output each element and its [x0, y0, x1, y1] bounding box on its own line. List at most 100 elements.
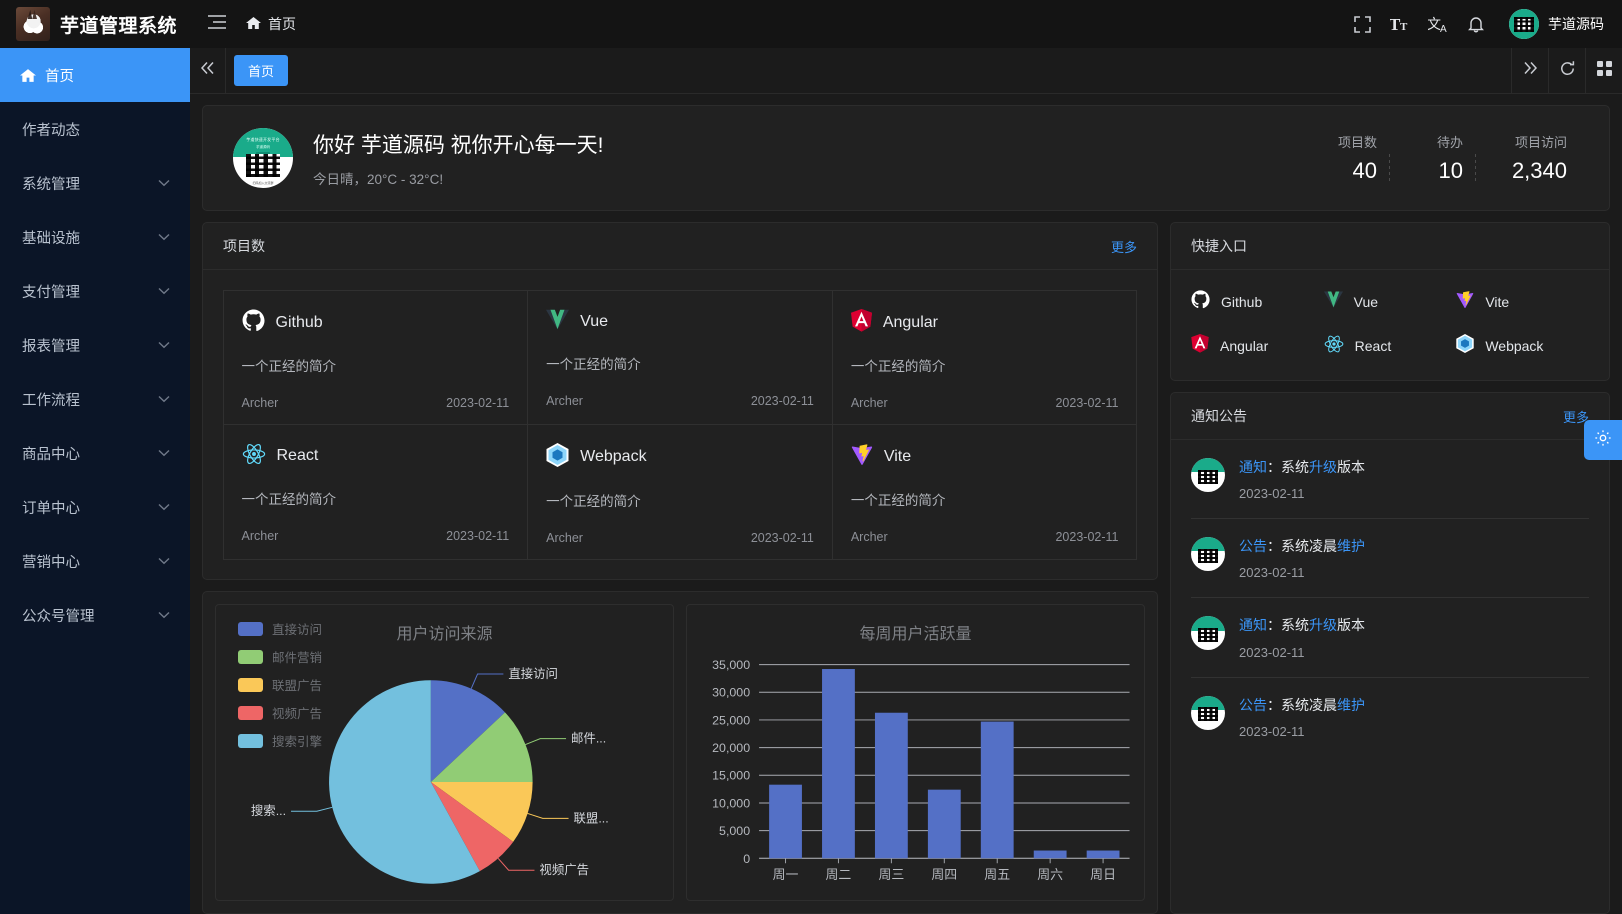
pie-slice-label: 视频广告 — [539, 862, 589, 877]
sidebar-item-system-management[interactable]: 系统管理 — [0, 156, 190, 210]
project-card-angular[interactable]: Angular 一个正经的简介 Archer 2023-02-11 — [831, 289, 1138, 425]
legend-item[interactable]: 视频广告 — [238, 703, 322, 722]
vite-icon — [851, 443, 873, 471]
breadcrumb-label: 首页 — [268, 16, 296, 32]
chevron-down-icon — [158, 553, 170, 569]
tabs-scroll-left-button[interactable] — [190, 48, 226, 93]
welcome-avatar: 芋道快速开发平台 芋道源码 扫码加入交流群 — [233, 128, 293, 188]
notices-list: 通知：系统升级版本 2023-02-11 公告： — [1171, 440, 1609, 756]
project-card-github[interactable]: Github 一个正经的简介 Archer 2023-02-11 — [222, 289, 529, 425]
quick-entry-label: React — [1354, 338, 1392, 354]
sidebar-item-label: 订单中心 — [22, 500, 80, 517]
main-area: 首页 — [190, 48, 1622, 914]
project-card-webpack[interactable]: Webpack 一个正经的简介 Archer 2023-02-11 — [527, 423, 833, 560]
pie-slice[interactable] — [329, 680, 480, 884]
legend-item[interactable]: 邮件营销 — [238, 647, 322, 666]
sidebar-item-workflow[interactable]: 工作流程 — [0, 372, 190, 426]
bar[interactable] — [769, 784, 802, 859]
refresh-button[interactable] — [1548, 48, 1585, 93]
angular-icon — [850, 308, 872, 337]
settings-fab-button[interactable] — [1584, 420, 1622, 460]
project-author: Archer — [241, 395, 279, 410]
project-date: 2023-02-11 — [750, 530, 814, 545]
projects-more-link[interactable]: 更多 — [1110, 239, 1137, 255]
bar[interactable] — [874, 712, 908, 859]
sidebar-item-marketing-center[interactable]: 营销中心 — [0, 534, 190, 588]
user-name: 芋道源码 — [1548, 16, 1604, 32]
legend-item[interactable]: 直接访问 — [238, 619, 322, 638]
project-card-vite[interactable]: Vite 一个正经的简介 Archer 2023-02-11 — [831, 423, 1138, 560]
menu-toggle-button[interactable] — [200, 0, 234, 48]
tab-home[interactable]: 首页 — [234, 55, 289, 86]
bar[interactable] — [822, 669, 855, 859]
project-card-react[interactable]: React 一个正经的简介 Archer 2023-02-11 — [222, 423, 529, 560]
notice-item[interactable]: 通知：系统升级版本 2023-02-11 — [1191, 598, 1589, 678]
top-bar: 芋道管理系统 首页 T T — [0, 0, 1622, 48]
sidebar-item-label: 公众号管理 — [22, 608, 95, 625]
project-desc: 一个正经的简介 — [850, 492, 946, 508]
sidebar-item-home[interactable]: 首页 — [0, 48, 190, 102]
notice-item[interactable]: 通知：系统升级版本 2023-02-11 — [1191, 440, 1589, 520]
user-menu[interactable]: 芋道源码 — [1495, 9, 1608, 39]
pie-slice-label: 邮件... — [571, 732, 606, 746]
sidebar-item-product-center[interactable]: 商品中心 — [0, 426, 190, 480]
quick-entry-webpack[interactable]: Webpack — [1456, 334, 1589, 358]
projects-card-header: 项目数 更多 — [203, 223, 1157, 270]
legend-swatch — [238, 621, 263, 636]
quick-entry-github[interactable]: Github — [1191, 290, 1324, 314]
bell-icon[interactable] — [1457, 0, 1495, 48]
grid-menu-button[interactable] — [1585, 48, 1622, 93]
quick-entry-label: Vite — [1485, 294, 1510, 310]
brand[interactable]: 芋道管理系统 — [0, 7, 190, 41]
quick-entry-angular[interactable]: Angular — [1191, 334, 1324, 358]
chevron-down-icon — [158, 607, 170, 623]
quick-entry-header: 快捷入口 — [1171, 223, 1609, 270]
breadcrumb[interactable]: 首页 — [246, 14, 296, 34]
sidebar-item-payment-management[interactable]: 支付管理 — [0, 264, 190, 318]
notice-item[interactable]: 公告：系统凌晨维护 2023-02-11 — [1191, 519, 1589, 599]
notice-title: 公告：系统凌晨维护 — [1239, 696, 1589, 714]
projects-title: 项目数 — [223, 238, 265, 254]
sidebar-item-official-account[interactable]: 公众号管理 — [0, 588, 190, 642]
sidebar-item-infrastructure[interactable]: 基础设施 — [0, 210, 190, 264]
project-card-vue[interactable]: Vue 一个正经的简介 Archer 2023-02-11 — [527, 289, 833, 425]
sidebar-item-author-news[interactable]: 作者动态 — [0, 102, 190, 156]
sidebar-item-order-center[interactable]: 订单中心 — [0, 480, 190, 534]
stat-todo: 待办 10 — [1389, 132, 1475, 184]
bar[interactable] — [1086, 850, 1120, 859]
bar[interactable] — [927, 789, 961, 859]
bar[interactable] — [1033, 850, 1067, 859]
quick-entry-vue[interactable]: Vue — [1323, 290, 1457, 314]
bar-chart-title: 每周用户活跃量 — [859, 626, 972, 643]
notice-item[interactable]: 公告：系统凌晨维护 2023-02-11 — [1191, 678, 1589, 756]
pie-slice-label: 联盟... — [574, 811, 609, 825]
quick-entry-vite[interactable]: Vite — [1456, 290, 1589, 314]
stat-label: 项目数 — [1337, 135, 1377, 150]
pie-chart-title: 用户访问来源 — [396, 626, 493, 643]
translate-icon[interactable]: 文 A — [1419, 0, 1457, 48]
notices-more-link[interactable]: 更多 — [1562, 409, 1589, 425]
quick-entry-grid: Github Vue Vite — [1171, 270, 1609, 380]
notice-text: ：系统凌晨 — [1267, 538, 1337, 555]
sidebar: 首页 作者动态 系统管理 基础设施 支付管理 报表管理 工作流程 — [0, 48, 190, 914]
y-axis-tick: 25,000 — [712, 713, 750, 727]
quick-entry-react[interactable]: React — [1324, 334, 1457, 358]
tabs-scroll-right-button[interactable] — [1511, 48, 1548, 93]
notice-keyword: 维护 — [1337, 696, 1365, 713]
pie-slice[interactable] — [430, 782, 533, 842]
pie-slice[interactable] — [430, 680, 506, 782]
stat-visits: 项目访问 2,340 — [1475, 132, 1579, 184]
project-author: Archer — [241, 528, 279, 543]
charts-card: 用户访问来源 直接访问 邮件营销 — [202, 591, 1158, 914]
chevron-down-icon — [158, 499, 170, 515]
pie-slice[interactable] — [430, 712, 533, 782]
chevron-double-left-icon — [199, 61, 216, 80]
bar[interactable] — [980, 721, 1014, 859]
pie-slice[interactable] — [430, 782, 514, 872]
svg-text:T: T — [1400, 21, 1408, 32]
sidebar-item-report-management[interactable]: 报表管理 — [0, 318, 190, 372]
fullscreen-icon[interactable] — [1343, 0, 1381, 48]
legend-item[interactable]: 联盟广告 — [238, 675, 322, 694]
font-size-icon[interactable]: T T — [1381, 0, 1419, 48]
legend-item[interactable]: 搜索引擎 — [238, 731, 322, 750]
